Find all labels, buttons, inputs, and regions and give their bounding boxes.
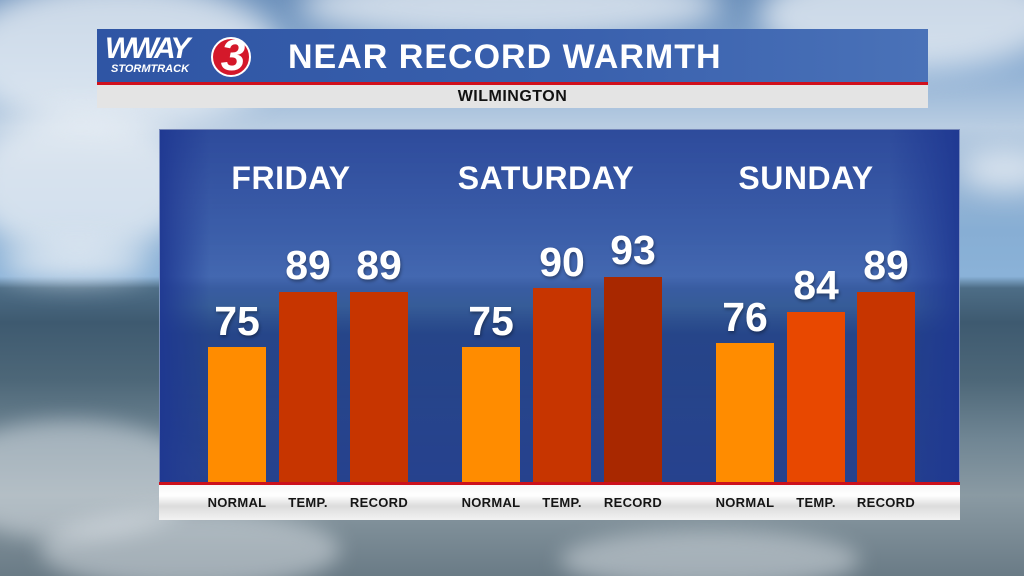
value-saturday-record: 93 [610, 227, 656, 273]
wave-foam [40, 510, 340, 576]
category-label-record: RECORD [856, 495, 916, 510]
logo-subbrand: STORMTRACK [111, 63, 190, 75]
category-label-temp: TEMP. [288, 495, 328, 510]
value-friday-normal: 75 [214, 298, 260, 344]
category-label-strip [159, 482, 960, 520]
bar-saturday-record [604, 277, 662, 482]
bar-sunday-temp [787, 312, 845, 482]
value-friday-record: 89 [356, 242, 402, 288]
value-sunday-normal: 76 [722, 294, 768, 340]
cloud [0, 110, 190, 260]
value-saturday-temp: 90 [539, 239, 585, 285]
logo-brand: WWAY [105, 32, 190, 65]
day-label-friday: FRIDAY [231, 160, 351, 196]
bar-sunday-normal [716, 343, 774, 482]
value-sunday-record: 89 [863, 242, 909, 288]
bar-friday-normal [208, 347, 266, 482]
category-label-record: RECORD [603, 495, 663, 510]
logo-channel-number: 3 [220, 31, 246, 80]
category-label-normal: NORMAL [461, 495, 521, 510]
panel-shade [160, 130, 210, 482]
wave-foam [560, 530, 860, 576]
bar-saturday-temp [533, 288, 591, 482]
location-label: WILMINGTON [97, 85, 928, 108]
logo-channel-badge-icon [211, 37, 251, 77]
cloud [0, 245, 150, 280]
category-label-normal: NORMAL [715, 495, 775, 510]
category-label-temp: TEMP. [796, 495, 836, 510]
value-sunday-temp: 84 [793, 262, 839, 308]
category-label-normal: NORMAL [207, 495, 267, 510]
page-title: NEAR RECORD WARMTH [288, 38, 722, 76]
bar-friday-record [350, 292, 408, 482]
value-friday-temp: 89 [285, 242, 331, 288]
cloud [960, 150, 1024, 190]
title-banner: WWAY STORMTRACK 3 NEAR RECORD WARMTH [97, 29, 928, 85]
day-label-sunday: SUNDAY [738, 160, 874, 196]
bar-friday-temp [279, 292, 337, 482]
station-logo: WWAY STORMTRACK 3 [103, 31, 253, 81]
category-label-record: RECORD [349, 495, 409, 510]
bar-sunday-record [857, 292, 915, 482]
category-label-temp: TEMP. [542, 495, 582, 510]
value-saturday-normal: 75 [468, 298, 514, 344]
day-label-saturday: SATURDAY [457, 160, 635, 196]
bar-saturday-normal [462, 347, 520, 482]
